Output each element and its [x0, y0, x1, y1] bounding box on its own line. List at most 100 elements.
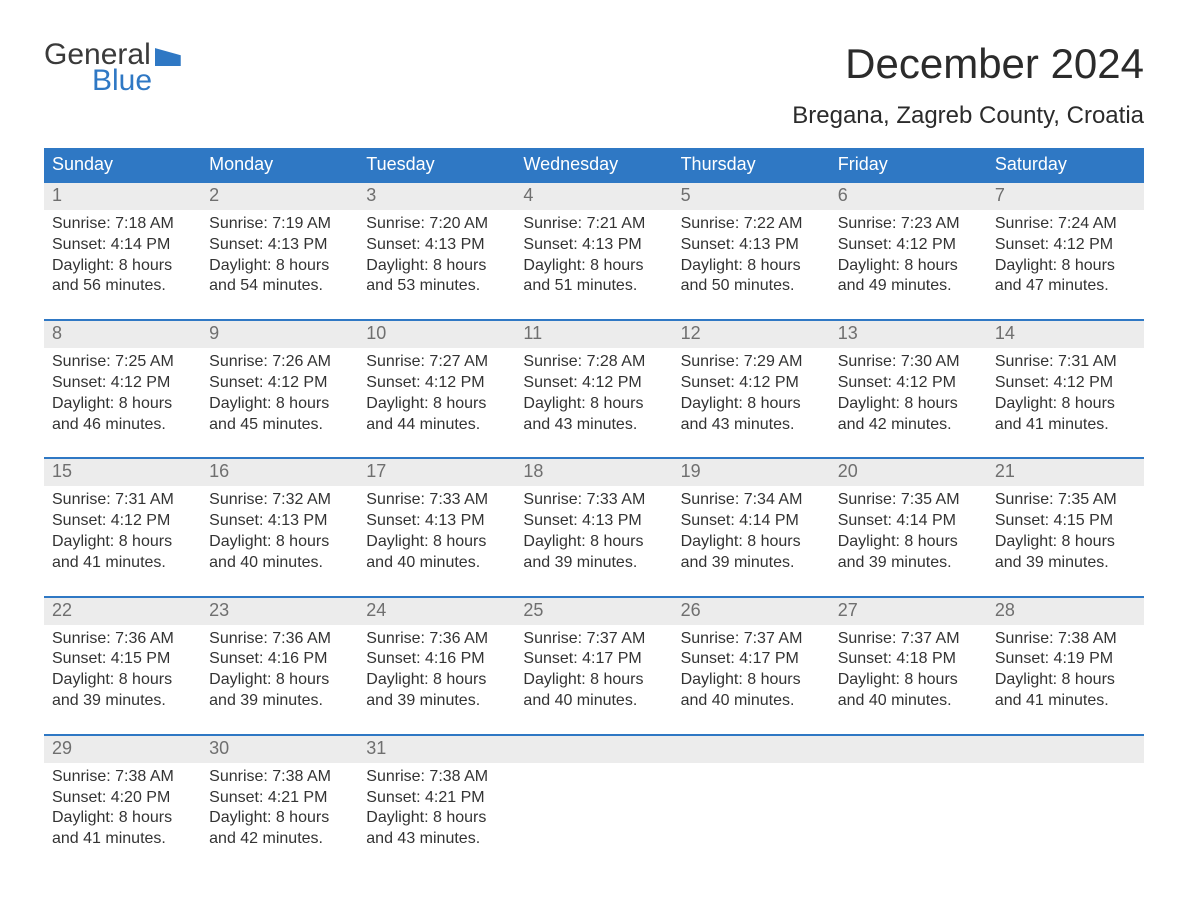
day-number	[673, 736, 830, 763]
day-cell: Sunrise: 7:28 AMSunset: 4:12 PMDaylight:…	[515, 348, 672, 443]
sunrise-text: Sunrise: 7:21 AM	[523, 214, 664, 235]
sunrise-text: Sunrise: 7:23 AM	[838, 214, 979, 235]
week-body-row: Sunrise: 7:25 AMSunset: 4:12 PMDaylight:…	[44, 348, 1144, 443]
day-number: 13	[830, 321, 987, 348]
day-cell: Sunrise: 7:18 AMSunset: 4:14 PMDaylight:…	[44, 210, 201, 305]
sunrise-text: Sunrise: 7:24 AM	[995, 214, 1136, 235]
sunrise-text: Sunrise: 7:35 AM	[995, 490, 1136, 511]
day-number	[987, 736, 1144, 763]
sunrise-text: Sunrise: 7:28 AM	[523, 352, 664, 373]
daylight-text-2: and 39 minutes.	[838, 553, 979, 574]
dow-wednesday: Wednesday	[515, 148, 672, 183]
daylight-text-2: and 40 minutes.	[523, 691, 664, 712]
sunset-text: Sunset: 4:13 PM	[523, 235, 664, 256]
day-number: 29	[44, 736, 201, 763]
sunset-text: Sunset: 4:13 PM	[209, 511, 350, 532]
sunset-text: Sunset: 4:12 PM	[838, 235, 979, 256]
day-number: 30	[201, 736, 358, 763]
sunset-text: Sunset: 4:12 PM	[209, 373, 350, 394]
daylight-text-2: and 41 minutes.	[52, 553, 193, 574]
sunrise-text: Sunrise: 7:38 AM	[52, 767, 193, 788]
sunset-text: Sunset: 4:13 PM	[681, 235, 822, 256]
daylight-text-2: and 39 minutes.	[52, 691, 193, 712]
dow-header-row: Sunday Monday Tuesday Wednesday Thursday…	[44, 148, 1144, 183]
day-cell: Sunrise: 7:23 AMSunset: 4:12 PMDaylight:…	[830, 210, 987, 305]
sunrise-text: Sunrise: 7:25 AM	[52, 352, 193, 373]
daylight-text-2: and 51 minutes.	[523, 276, 664, 297]
sunset-text: Sunset: 4:12 PM	[52, 511, 193, 532]
sunset-text: Sunset: 4:15 PM	[995, 511, 1136, 532]
daylight-text-2: and 42 minutes.	[209, 829, 350, 850]
sunset-text: Sunset: 4:12 PM	[52, 373, 193, 394]
sunset-text: Sunset: 4:13 PM	[366, 511, 507, 532]
day-cell: Sunrise: 7:29 AMSunset: 4:12 PMDaylight:…	[673, 348, 830, 443]
day-cell: Sunrise: 7:38 AMSunset: 4:21 PMDaylight:…	[201, 763, 358, 858]
day-cell: Sunrise: 7:22 AMSunset: 4:13 PMDaylight:…	[673, 210, 830, 305]
sunrise-text: Sunrise: 7:27 AM	[366, 352, 507, 373]
daylight-text-2: and 41 minutes.	[995, 691, 1136, 712]
day-number: 10	[358, 321, 515, 348]
sunrise-text: Sunrise: 7:38 AM	[995, 629, 1136, 650]
week: 891011121314Sunrise: 7:25 AMSunset: 4:12…	[44, 319, 1144, 443]
daylight-text-1: Daylight: 8 hours	[366, 670, 507, 691]
sunset-text: Sunset: 4:21 PM	[366, 788, 507, 809]
day-number: 5	[673, 183, 830, 210]
day-number: 9	[201, 321, 358, 348]
daylight-text-1: Daylight: 8 hours	[52, 808, 193, 829]
week-body-row: Sunrise: 7:36 AMSunset: 4:15 PMDaylight:…	[44, 625, 1144, 720]
daylight-text-1: Daylight: 8 hours	[995, 670, 1136, 691]
daylight-text-1: Daylight: 8 hours	[209, 394, 350, 415]
dow-friday: Friday	[830, 148, 987, 183]
daylight-text-2: and 50 minutes.	[681, 276, 822, 297]
daynum-row: 1234567	[44, 183, 1144, 210]
daylight-text-1: Daylight: 8 hours	[52, 256, 193, 277]
day-cell: Sunrise: 7:33 AMSunset: 4:13 PMDaylight:…	[515, 486, 672, 581]
daylight-text-1: Daylight: 8 hours	[838, 256, 979, 277]
sunset-text: Sunset: 4:16 PM	[209, 649, 350, 670]
day-number: 17	[358, 459, 515, 486]
daynum-row: 15161718192021	[44, 459, 1144, 486]
calendar: Sunday Monday Tuesday Wednesday Thursday…	[44, 148, 1144, 858]
day-cell: Sunrise: 7:36 AMSunset: 4:16 PMDaylight:…	[358, 625, 515, 720]
daylight-text-2: and 40 minutes.	[838, 691, 979, 712]
logo: General Blue	[44, 40, 181, 96]
sunrise-text: Sunrise: 7:35 AM	[838, 490, 979, 511]
logo-text-bottom: Blue	[44, 66, 181, 96]
daylight-text-1: Daylight: 8 hours	[838, 394, 979, 415]
sunrise-text: Sunrise: 7:32 AM	[209, 490, 350, 511]
page: General Blue December 2024 Bregana, Zagr…	[0, 0, 1188, 898]
day-number: 12	[673, 321, 830, 348]
sunset-text: Sunset: 4:14 PM	[681, 511, 822, 532]
day-cell: Sunrise: 7:32 AMSunset: 4:13 PMDaylight:…	[201, 486, 358, 581]
daynum-row: 293031	[44, 736, 1144, 763]
daylight-text-1: Daylight: 8 hours	[681, 532, 822, 553]
day-number: 25	[515, 598, 672, 625]
daylight-text-1: Daylight: 8 hours	[681, 256, 822, 277]
sunrise-text: Sunrise: 7:31 AM	[52, 490, 193, 511]
location-subtitle: Bregana, Zagreb County, Croatia	[44, 102, 1144, 130]
day-cell: Sunrise: 7:36 AMSunset: 4:16 PMDaylight:…	[201, 625, 358, 720]
daylight-text-1: Daylight: 8 hours	[209, 256, 350, 277]
day-number: 18	[515, 459, 672, 486]
day-number: 7	[987, 183, 1144, 210]
sunset-text: Sunset: 4:19 PM	[995, 649, 1136, 670]
daylight-text-1: Daylight: 8 hours	[209, 532, 350, 553]
day-number: 6	[830, 183, 987, 210]
dow-monday: Monday	[201, 148, 358, 183]
daylight-text-2: and 40 minutes.	[209, 553, 350, 574]
day-number: 4	[515, 183, 672, 210]
daylight-text-1: Daylight: 8 hours	[366, 808, 507, 829]
day-cell	[515, 763, 672, 858]
day-number: 16	[201, 459, 358, 486]
week: 15161718192021Sunrise: 7:31 AMSunset: 4:…	[44, 457, 1144, 581]
day-number: 21	[987, 459, 1144, 486]
sunrise-text: Sunrise: 7:31 AM	[995, 352, 1136, 373]
day-number: 27	[830, 598, 987, 625]
day-number: 23	[201, 598, 358, 625]
daylight-text-1: Daylight: 8 hours	[995, 394, 1136, 415]
daylight-text-1: Daylight: 8 hours	[366, 532, 507, 553]
daylight-text-1: Daylight: 8 hours	[838, 670, 979, 691]
daylight-text-1: Daylight: 8 hours	[523, 256, 664, 277]
day-cell: Sunrise: 7:31 AMSunset: 4:12 PMDaylight:…	[44, 486, 201, 581]
day-cell: Sunrise: 7:19 AMSunset: 4:13 PMDaylight:…	[201, 210, 358, 305]
